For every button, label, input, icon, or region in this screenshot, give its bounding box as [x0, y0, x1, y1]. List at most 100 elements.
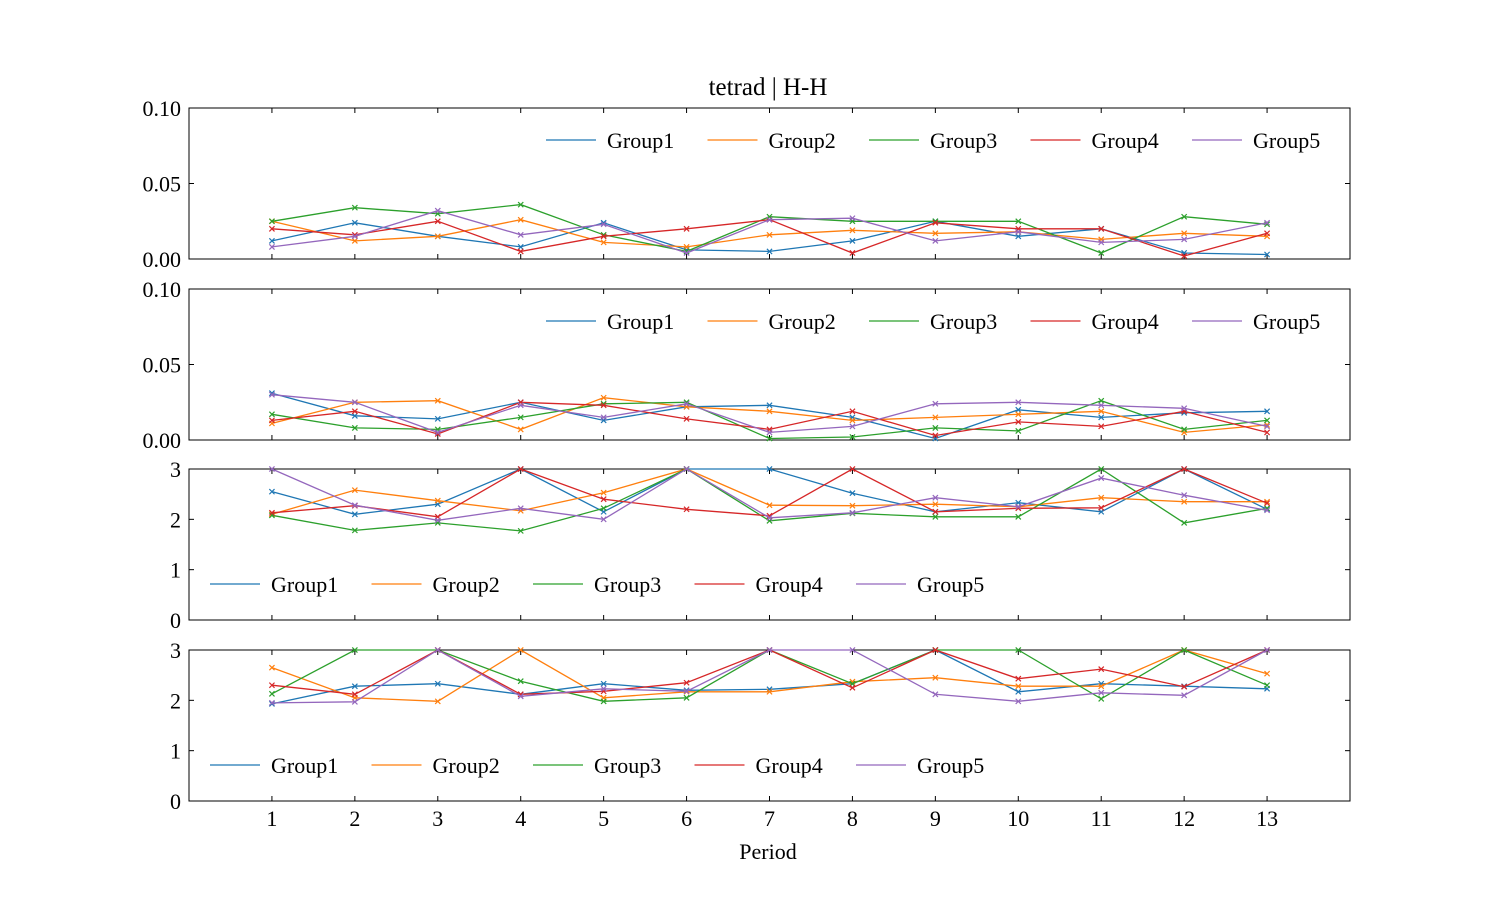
y-tick-label: 0.10	[143, 96, 182, 121]
x-tick-label: 12	[1173, 806, 1195, 831]
legend-label: Group3	[930, 309, 997, 334]
data-point	[766, 502, 773, 509]
data-point	[434, 698, 441, 705]
data-point	[517, 693, 524, 700]
data-point	[849, 417, 856, 424]
data-point	[932, 494, 939, 501]
data-point	[268, 225, 275, 232]
data-point	[600, 239, 607, 246]
data-point	[1098, 249, 1105, 256]
data-point	[600, 394, 607, 401]
data-point	[683, 688, 690, 695]
data-point	[1015, 218, 1022, 225]
data-point	[1015, 411, 1022, 418]
data-point	[1098, 494, 1105, 501]
legend-item-group5: Group5	[856, 753, 984, 778]
data-point	[268, 488, 275, 495]
data-point	[1015, 675, 1022, 682]
data-point	[683, 243, 690, 250]
x-tick-label: 10	[1007, 806, 1029, 831]
data-point	[600, 414, 607, 421]
data-point	[517, 243, 524, 250]
series-line	[271, 468, 1268, 515]
x-axis-label: Period	[739, 839, 796, 864]
legend-label: Group4	[1092, 309, 1159, 334]
data-point	[351, 527, 358, 534]
data-point	[849, 646, 856, 654]
x-tick-label: 11	[1091, 806, 1112, 831]
data-point	[766, 435, 773, 442]
data-point	[683, 225, 690, 232]
legend-item-group3: Group3	[533, 753, 661, 778]
data-point	[1181, 213, 1188, 220]
data-point	[600, 402, 607, 409]
data-point	[932, 513, 939, 520]
legend-item-group1: Group1	[210, 572, 338, 597]
data-point	[517, 646, 524, 654]
data-point	[766, 408, 773, 415]
data-point	[1181, 646, 1188, 654]
data-point	[1264, 408, 1271, 415]
legend-label: Group5	[1253, 309, 1320, 334]
legend-item-group4: Group4	[694, 753, 823, 778]
legend-label: Group1	[607, 128, 674, 153]
data-point	[1264, 500, 1271, 507]
data-point	[766, 514, 773, 521]
y-tick-label: 0	[170, 789, 181, 814]
legend-label: Group3	[594, 572, 661, 597]
data-point	[1098, 239, 1105, 246]
legend-item-group2: Group2	[371, 753, 500, 778]
data-point	[517, 201, 524, 208]
data-point	[1181, 426, 1188, 433]
data-point	[932, 674, 939, 681]
legend-label: Group1	[271, 753, 338, 778]
data-point	[1264, 670, 1271, 677]
legend-item-group1: Group1	[546, 128, 674, 153]
data-point	[268, 512, 275, 519]
data-point	[268, 417, 275, 424]
data-point	[1098, 666, 1105, 673]
data-point	[351, 487, 358, 494]
data-point	[1264, 507, 1271, 514]
data-point	[1181, 683, 1188, 690]
data-point	[1098, 689, 1105, 696]
data-point	[434, 680, 441, 687]
data-point	[268, 411, 275, 418]
data-point	[600, 698, 607, 705]
legend-item-group5: Group5	[1192, 309, 1320, 334]
data-point	[849, 423, 856, 430]
series-line	[271, 394, 1268, 434]
data-point	[351, 412, 358, 419]
data-point	[1264, 417, 1271, 424]
data-point	[1098, 225, 1105, 232]
data-point	[517, 505, 524, 512]
legend-item-group4: Group4	[1030, 128, 1159, 153]
data-point	[517, 402, 524, 409]
data-point	[268, 218, 275, 225]
data-point	[1264, 498, 1271, 505]
data-point	[932, 237, 939, 244]
x-tick-label: 4	[515, 806, 526, 831]
data-point	[1098, 695, 1105, 702]
data-point	[766, 231, 773, 238]
data-point	[434, 646, 441, 654]
data-point	[600, 516, 607, 523]
data-point	[766, 465, 773, 473]
data-point	[351, 502, 358, 509]
legend-item-group3: Group3	[869, 128, 997, 153]
data-point	[1264, 506, 1271, 513]
series-group2	[268, 646, 1271, 705]
x-tick-label: 1	[266, 806, 277, 831]
data-point	[351, 698, 358, 705]
x-tick-label: 8	[847, 806, 858, 831]
data-point	[1264, 230, 1271, 237]
legend-item-group3: Group3	[533, 572, 661, 597]
data-point	[849, 227, 856, 234]
data-point	[1098, 397, 1105, 404]
data-point	[683, 465, 690, 473]
legend-label: Group1	[607, 309, 674, 334]
x-tick-label: 3	[432, 806, 443, 831]
data-point	[1098, 423, 1105, 430]
data-point	[268, 700, 275, 707]
data-point	[1015, 683, 1022, 690]
